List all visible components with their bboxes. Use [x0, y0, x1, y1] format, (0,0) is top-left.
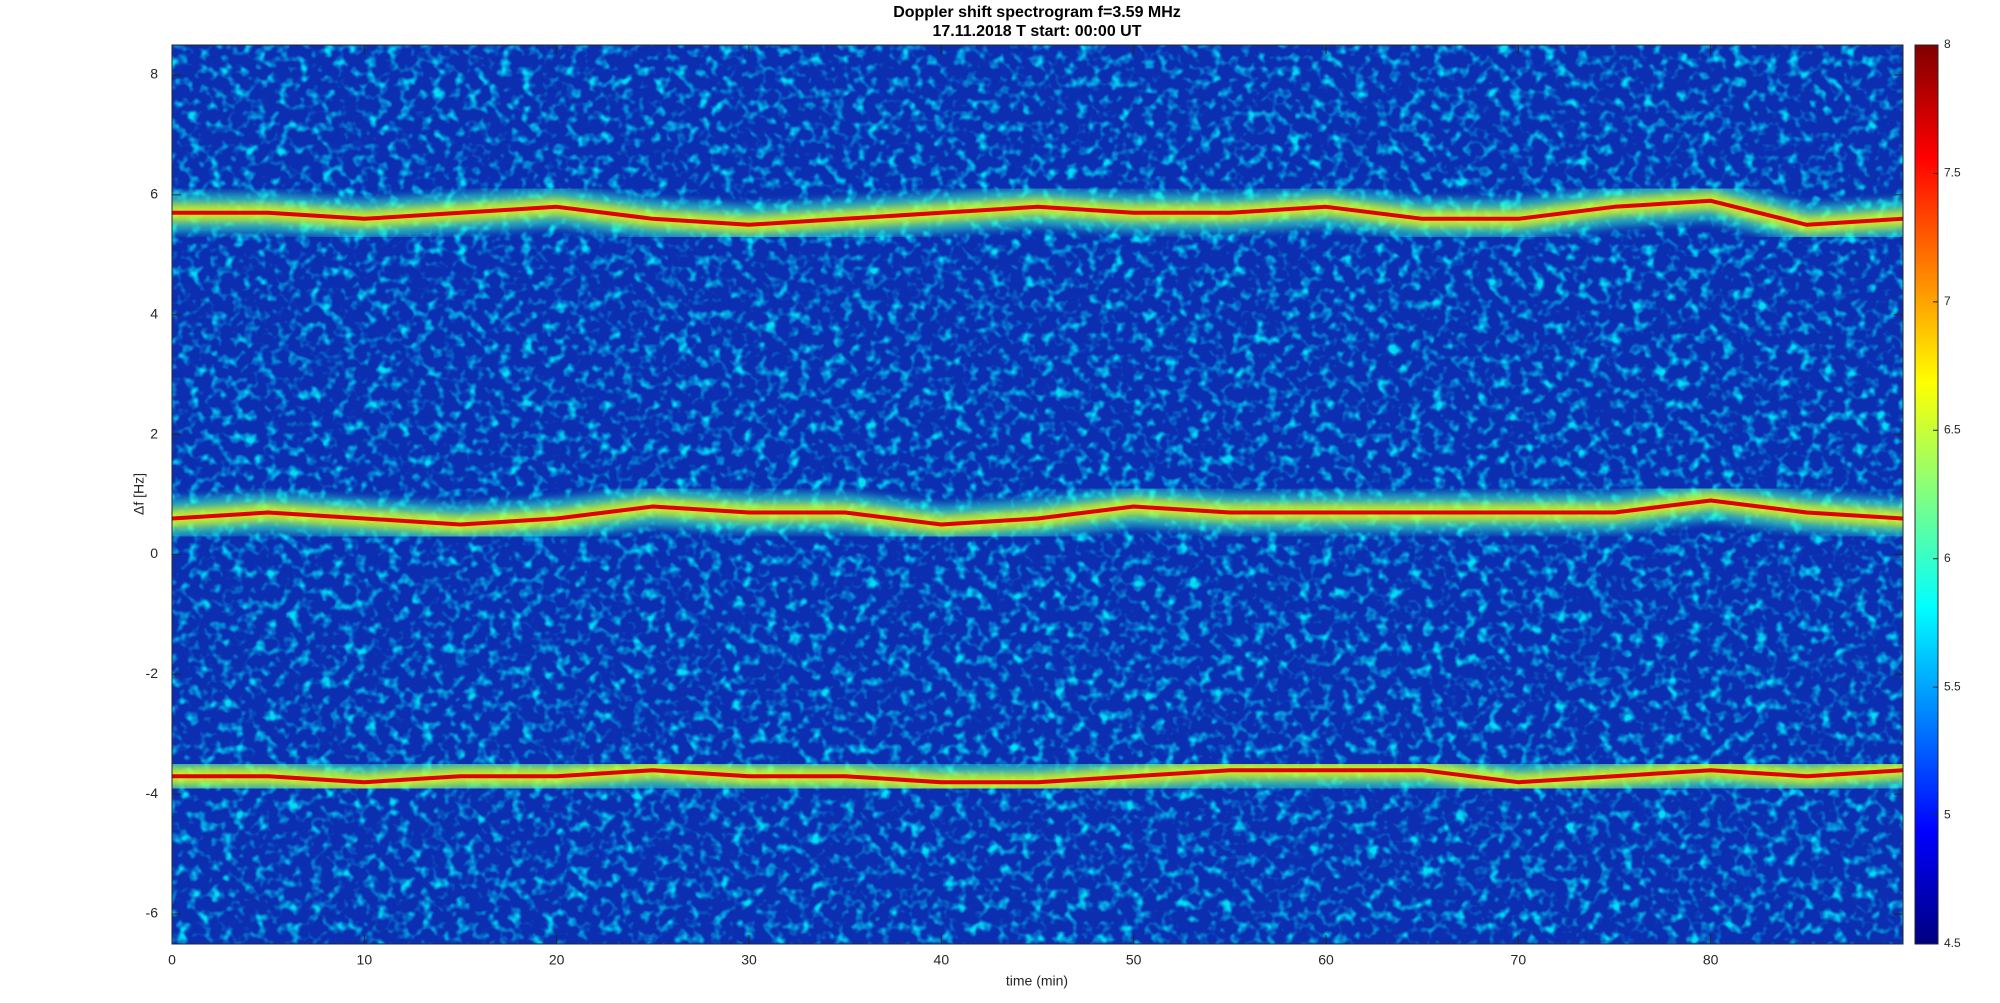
y-tick-label: 0 — [150, 545, 158, 561]
plot-area — [172, 45, 1903, 944]
colorbar-tick-label: 7 — [1944, 294, 1951, 308]
colorbar-tick-label: 5 — [1944, 808, 1951, 822]
axes: 0 10 20 30 40 50 60 70 80 -6 -4 -2 0 2 4 6 8 — [146, 45, 1903, 968]
colorbar-tick-label: 4.5 — [1944, 936, 1961, 950]
y-tick-label: 4 — [150, 305, 158, 321]
colorbar-tick-label: 6.5 — [1944, 422, 1961, 436]
axes-box — [171, 44, 1904, 945]
colorbar-tick-label: 8 — [1944, 37, 1951, 51]
x-tick-label: 80 — [1703, 952, 1719, 968]
x-tick-label: 40 — [934, 952, 950, 968]
band-trace — [172, 198, 1903, 227]
x-tick-label: 30 — [741, 952, 757, 968]
band-trace — [172, 498, 1903, 527]
colorbar — [1914, 44, 1939, 945]
colorbar-tick-label: 6 — [1944, 551, 1951, 565]
colorbar-tick-label: 5.5 — [1944, 679, 1961, 693]
x-tick-label: 20 — [549, 952, 565, 968]
x-tick-label: 70 — [1511, 952, 1527, 968]
band-trace — [172, 768, 1903, 785]
y-tick-label: -2 — [146, 665, 159, 681]
y-axis-label: Δf [Hz] — [131, 473, 147, 515]
x-tick-label: 0 — [168, 952, 176, 968]
y-tick-label: 6 — [150, 186, 158, 202]
x-tick-label: 60 — [1318, 952, 1334, 968]
y-tick-label: -6 — [146, 905, 159, 921]
y-tick-label: 2 — [150, 425, 158, 441]
y-tick-label: -4 — [146, 785, 159, 801]
y-tick-label: 8 — [150, 66, 158, 82]
traces — [172, 180, 1903, 803]
x-tick-label: 50 — [1126, 952, 1142, 968]
x-axis-label: time (min) — [1006, 973, 1068, 989]
x-tick-label: 10 — [357, 952, 373, 968]
chart-title: Doppler shift spectrogram f=3.59 MHz — [893, 4, 1181, 21]
colorbar-tick-label: 7.5 — [1944, 166, 1961, 180]
chart-subtitle: 17.11.2018 T start: 00:00 UT — [932, 23, 1141, 40]
